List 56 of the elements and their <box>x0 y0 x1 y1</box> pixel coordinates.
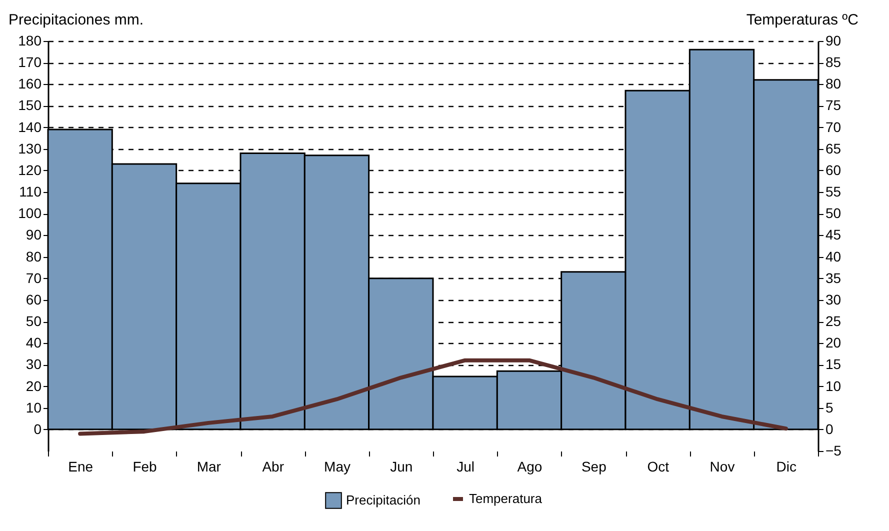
y-tick-label: 0 <box>34 420 42 437</box>
y-axis-title: Precipitaciones mm. <box>8 12 144 28</box>
y-tick-label: 20 <box>26 378 42 394</box>
y-tick-label: 150 <box>18 97 42 114</box>
y2-tick-label: 50 <box>826 205 842 222</box>
x-tick-label: Feb <box>132 458 158 474</box>
y2-tick-label: 70 <box>826 118 842 135</box>
y2-tick-label: 45 <box>826 226 842 243</box>
y-tick-label: 70 <box>26 270 42 286</box>
y-tick-label: 80 <box>26 248 42 264</box>
y2-tick-label: 30 <box>826 291 842 308</box>
y-tick-label: 50 <box>26 313 42 330</box>
x-tick-label: Ago <box>517 458 542 474</box>
x-tick-label: Nov <box>710 458 735 474</box>
y-tick-label: 120 <box>18 162 42 178</box>
y2-tick-label: 85 <box>826 54 842 70</box>
y2-tick-label: 55 <box>826 184 842 200</box>
y-tick-label: 160 <box>18 76 42 92</box>
legend-label: Precipitación <box>346 492 420 508</box>
y2-tick-label: 25 <box>826 313 842 330</box>
y2-tick-label: 80 <box>826 76 842 92</box>
y-tick-label: 40 <box>26 334 42 351</box>
y-tick-label: 130 <box>18 140 42 156</box>
x-tick-label: May <box>324 458 350 474</box>
x-tick-label: Jun <box>390 458 413 474</box>
y2-tick-label: 5 <box>826 399 834 416</box>
y2-tick-label: −5 <box>826 442 842 458</box>
y2-tick-label: 60 <box>826 162 842 178</box>
line-series <box>78 358 788 436</box>
y2-tick-label: 20 <box>826 334 842 351</box>
y-tick-label: 170 <box>18 54 42 70</box>
y2-tick-label: 0 <box>826 420 834 437</box>
x-tick-label: Oct <box>647 458 670 474</box>
x-tick-label: Dic <box>776 458 797 474</box>
y2-tick-label: 90 <box>826 32 842 48</box>
y-tick-label: 110 <box>19 184 42 200</box>
x-tick-label: Mar <box>196 458 222 474</box>
y2-tick-label: 65 <box>826 140 842 156</box>
x-tick-label: Ene <box>68 458 94 474</box>
y-tick-label: 90 <box>26 226 42 243</box>
y2-tick-label: 75 <box>826 97 842 114</box>
y-tick-label: 60 <box>26 291 42 308</box>
y-tick-label: 180 <box>18 32 42 48</box>
y2-tick-label: 35 <box>826 270 842 286</box>
y2-tick-label: 40 <box>826 248 842 264</box>
y-tick-label: 100 <box>18 205 42 222</box>
x-tick-label: Abr <box>262 458 284 474</box>
y2-tick-label: 10 <box>826 378 842 394</box>
y-tick-label: 10 <box>26 399 42 416</box>
y-tick-label: 30 <box>26 356 42 372</box>
x-tick-label: Jul <box>456 458 475 474</box>
x-tick-label: Sep <box>581 458 607 474</box>
legend-label: Temperatura <box>469 491 543 506</box>
y2-axis-title: Temperaturas ºC <box>746 12 859 28</box>
y2-tick-label: 15 <box>826 356 842 372</box>
y-tick-label: 140 <box>18 118 42 135</box>
